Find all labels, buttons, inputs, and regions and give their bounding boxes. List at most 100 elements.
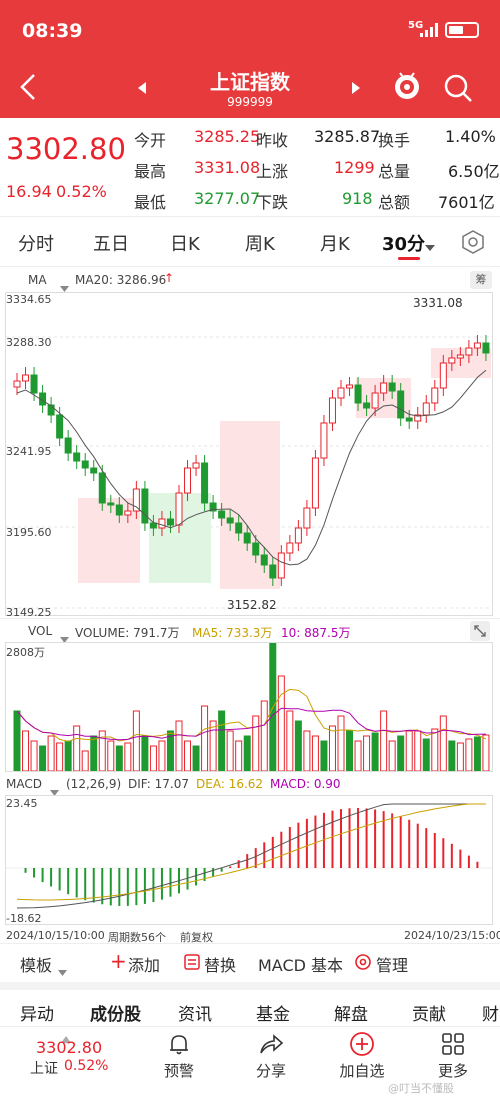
candle-body: [73, 452, 81, 462]
candle-body: [260, 554, 268, 566]
volume-bar: [346, 730, 354, 771]
volume-bar: [175, 720, 183, 771]
expand-icon[interactable]: [470, 621, 490, 645]
prev-index-icon[interactable]: [136, 80, 148, 94]
more-grid-icon[interactable]: [441, 1032, 465, 1060]
manage-gear-icon[interactable]: [354, 953, 372, 975]
tab-five-day[interactable]: 五日: [93, 234, 129, 255]
volume-bar: [201, 705, 209, 771]
tab-dropdown-icon[interactable]: [425, 237, 435, 256]
search-icon[interactable]: [443, 73, 473, 103]
settings-hex-icon[interactable]: [460, 229, 486, 259]
candle-body: [405, 417, 413, 422]
subtab-news[interactable]: 资讯: [178, 1005, 212, 1025]
kline-chart-frame[interactable]: [5, 292, 493, 616]
volume-bar: [414, 730, 422, 771]
replace-button[interactable]: 替换: [204, 956, 237, 975]
add-indicator-button[interactable]: 添加: [128, 956, 161, 975]
volume-bar: [107, 740, 115, 771]
tab-30min[interactable]: 30分: [382, 234, 426, 255]
price-change: 16.94: [6, 182, 52, 201]
y-tick-5: 3149.25: [6, 606, 52, 619]
turnover-label: 换手: [378, 131, 411, 150]
volume-bar: [132, 710, 140, 771]
subtab-analysis[interactable]: 解盘: [334, 1005, 368, 1025]
macd-dropdown-icon[interactable]: [50, 781, 59, 800]
index-code: 999999: [227, 95, 273, 109]
prev-close-value: 3285.87: [314, 127, 381, 146]
volume-chart-frame[interactable]: [5, 642, 493, 772]
ma20-up-arrow: ↑: [164, 271, 175, 285]
candle-body: [422, 402, 430, 416]
macd-basic-button[interactable]: MACD 基本: [258, 956, 344, 975]
volume-bar: [328, 725, 336, 771]
candle-body: [439, 362, 447, 389]
back-icon[interactable]: [16, 72, 40, 102]
candle-body: [30, 374, 38, 394]
tab-monthly-k[interactable]: 月K: [320, 234, 350, 255]
vol-dropdown-icon[interactable]: [60, 628, 69, 647]
manage-button[interactable]: 管理: [376, 956, 409, 975]
next-index-icon[interactable]: [350, 80, 362, 94]
vol-label[interactable]: VOL: [28, 624, 53, 638]
volume-bar: [260, 700, 268, 771]
candle-body: [64, 437, 72, 454]
volume-bar: [311, 735, 319, 771]
candle-body: [252, 542, 260, 556]
volume-bar: [226, 730, 234, 771]
more-button[interactable]: 更多: [437, 1062, 468, 1080]
candle-body: [303, 507, 311, 529]
volume-bar: [388, 740, 396, 771]
kline-chart[interactable]: [6, 293, 492, 615]
vol-ma10-label: 10: 887.5万: [281, 626, 351, 640]
volume-bar: [158, 740, 166, 771]
volume-bar: [90, 735, 98, 771]
tab-daily-k[interactable]: 日K: [170, 234, 200, 255]
volume-bar: [39, 745, 47, 771]
add-watchlist-button[interactable]: 加自选: [339, 1062, 385, 1080]
subtab-constituents[interactable]: 成份股: [90, 1005, 141, 1025]
share-icon[interactable]: [258, 1032, 284, 1060]
volume-bar: [22, 730, 30, 771]
chip-distribution-button[interactable]: 筹: [470, 271, 492, 289]
bell-icon[interactable]: [167, 1032, 191, 1060]
volume-bar: [431, 728, 439, 771]
subtab-finance[interactable]: 财: [482, 1005, 499, 1025]
macd-chart[interactable]: [6, 796, 492, 924]
template-dropdown-icon[interactable]: [58, 961, 67, 980]
ma-dropdown-icon[interactable]: [60, 277, 69, 296]
add-watchlist-icon[interactable]: [349, 1031, 375, 1061]
tab-intraday[interactable]: 分时: [18, 234, 54, 255]
share-button[interactable]: 分享: [255, 1062, 286, 1080]
tab-weekly-k[interactable]: 周K: [245, 234, 275, 255]
low-marker: 3152.82: [227, 598, 277, 612]
subtab-funds[interactable]: 基金: [256, 1005, 290, 1025]
collapse-up-icon[interactable]: [61, 1028, 71, 1047]
macd-params: (12,26,9): [66, 777, 122, 791]
alert-button[interactable]: 预警: [163, 1062, 194, 1080]
candle-body: [294, 527, 302, 544]
template-button[interactable]: 模板: [20, 956, 53, 975]
ma-label[interactable]: MA: [28, 273, 47, 287]
bottom-price[interactable]: 3302.80: [36, 1038, 103, 1057]
amount-label: 总额: [378, 193, 411, 212]
bottom-bar: [0, 1026, 500, 1105]
vol-ma10-line: [16, 707, 486, 741]
down-count-value: 918: [342, 189, 373, 208]
subtab-movement[interactable]: 异动: [20, 1005, 54, 1025]
macd-chart-frame[interactable]: [5, 795, 493, 925]
y-tick-1: 3334.65: [6, 293, 52, 306]
candle-body: [243, 532, 251, 544]
robot-assistant-icon[interactable]: [392, 70, 422, 102]
replace-icon[interactable]: [184, 954, 200, 974]
subtab-contribution[interactable]: 贡献: [412, 1005, 446, 1025]
volume-bar: [30, 740, 38, 771]
open-value: 3285.25: [194, 127, 261, 146]
macd-label[interactable]: MACD: [6, 777, 42, 791]
volume-bar: [465, 738, 473, 771]
ma20-value: MA20: 3286.96: [75, 273, 167, 287]
macd-dif-line: [16, 803, 486, 909]
candle-body: [201, 462, 209, 504]
add-icon[interactable]: +: [110, 949, 127, 973]
volume-chart[interactable]: [6, 643, 492, 771]
